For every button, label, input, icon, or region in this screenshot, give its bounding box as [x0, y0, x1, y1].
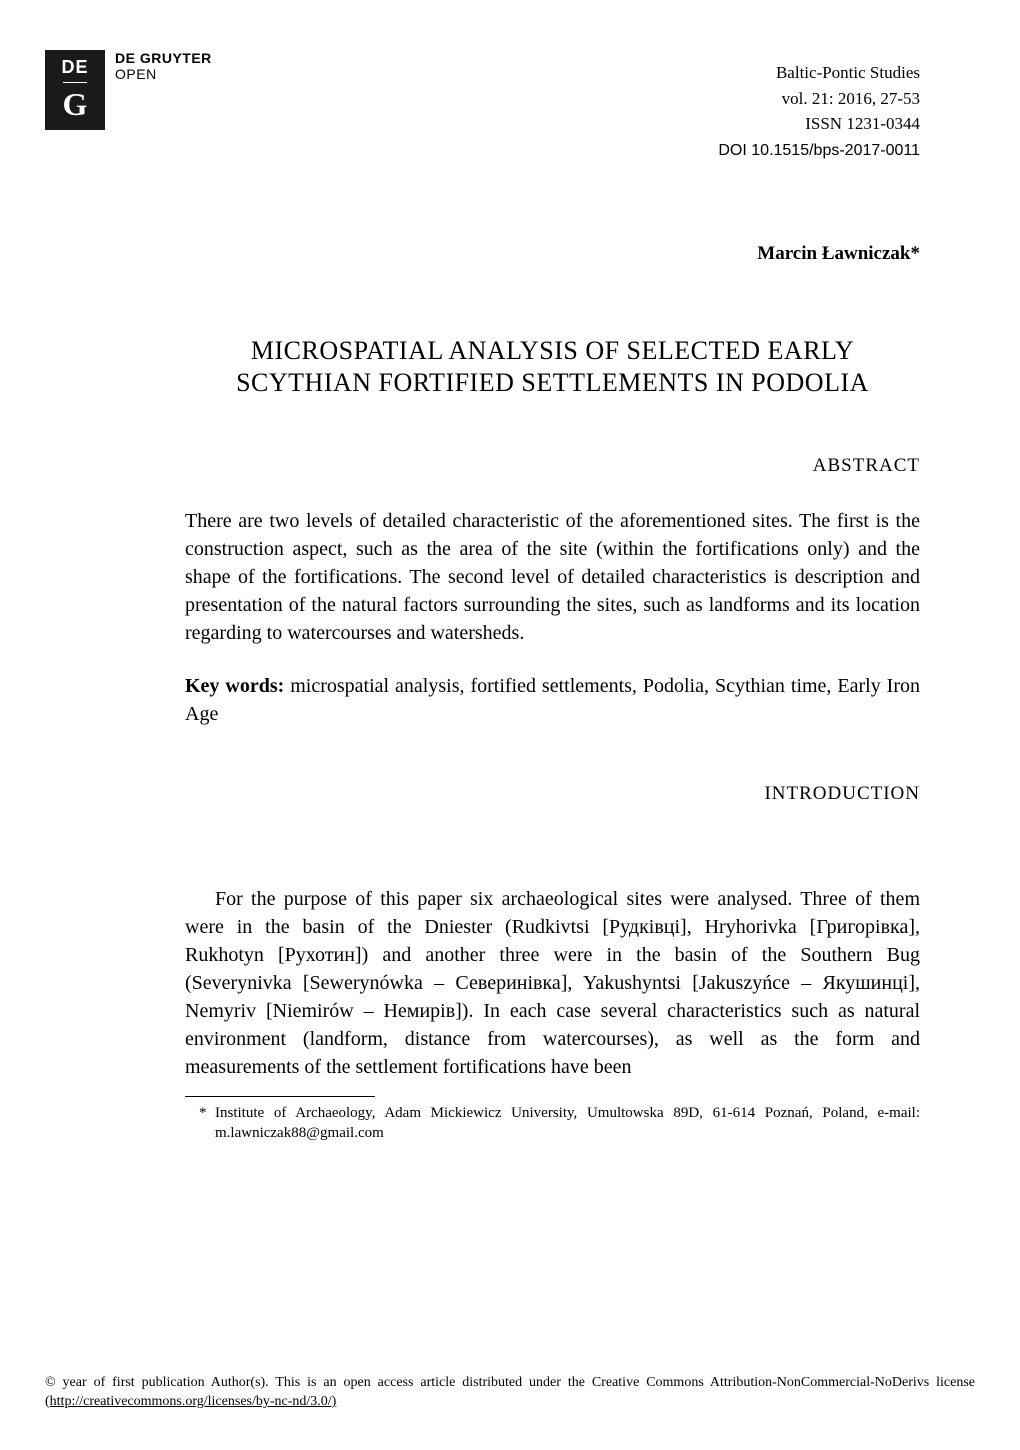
journal-volume: vol. 21: 2016, 27-53 — [185, 86, 920, 112]
journal-doi: DOI 10.1515/bps-2017-0011 — [185, 139, 920, 163]
introduction-heading: INTRODUCTION — [185, 783, 920, 805]
title-line-2: SCYTHIAN FORTIFIED SETTLEMENTS IN PODOLI… — [185, 367, 920, 400]
logo-text-block: DE GRUYTER OPEN — [115, 50, 212, 82]
license-link[interactable]: http://creativecommons.org/licenses/by-n… — [50, 1394, 337, 1409]
keywords: Key words: microspatial analysis, fortif… — [185, 672, 920, 728]
publisher-logo: DE G DE GRUYTER OPEN — [45, 50, 212, 130]
author-name: Marcin Ławniczak* — [185, 243, 920, 265]
license-text: © year of first publication Author(s). T… — [45, 1374, 975, 1412]
footnote-marker: * — [199, 1103, 207, 1123]
journal-info: Baltic-Pontic Studies vol. 21: 2016, 27-… — [185, 60, 920, 163]
title-line-1: MICROSPATIAL ANALYSIS OF SELECTED EARLY — [185, 335, 920, 368]
logo-g-text: G — [63, 87, 88, 122]
publisher-brand: DE GRUYTER — [115, 50, 212, 66]
footnote-text: Institute of Archaeology, Adam Mickiewic… — [215, 1105, 920, 1141]
logo-de-text: DE — [61, 58, 88, 78]
abstract-body: There are two levels of detailed charact… — [185, 507, 920, 647]
footnote: * Institute of Archaeology, Adam Mickiew… — [185, 1103, 920, 1144]
journal-name: Baltic-Pontic Studies — [185, 60, 920, 86]
keywords-label: Key words: — [185, 675, 284, 697]
journal-issn: ISSN 1231-0344 — [185, 111, 920, 137]
keywords-text: microspatial analysis, fortified settlem… — [185, 675, 920, 725]
article-title: MICROSPATIAL ANALYSIS OF SELECTED EARLY … — [185, 335, 920, 400]
introduction-body: For the purpose of this paper six archae… — [185, 885, 920, 1081]
publisher-open: OPEN — [115, 66, 212, 82]
abstract-heading: ABSTRACT — [185, 455, 920, 477]
logo-divider — [63, 82, 87, 83]
footnote-rule — [185, 1096, 375, 1097]
logo-mark: DE G — [45, 50, 105, 130]
